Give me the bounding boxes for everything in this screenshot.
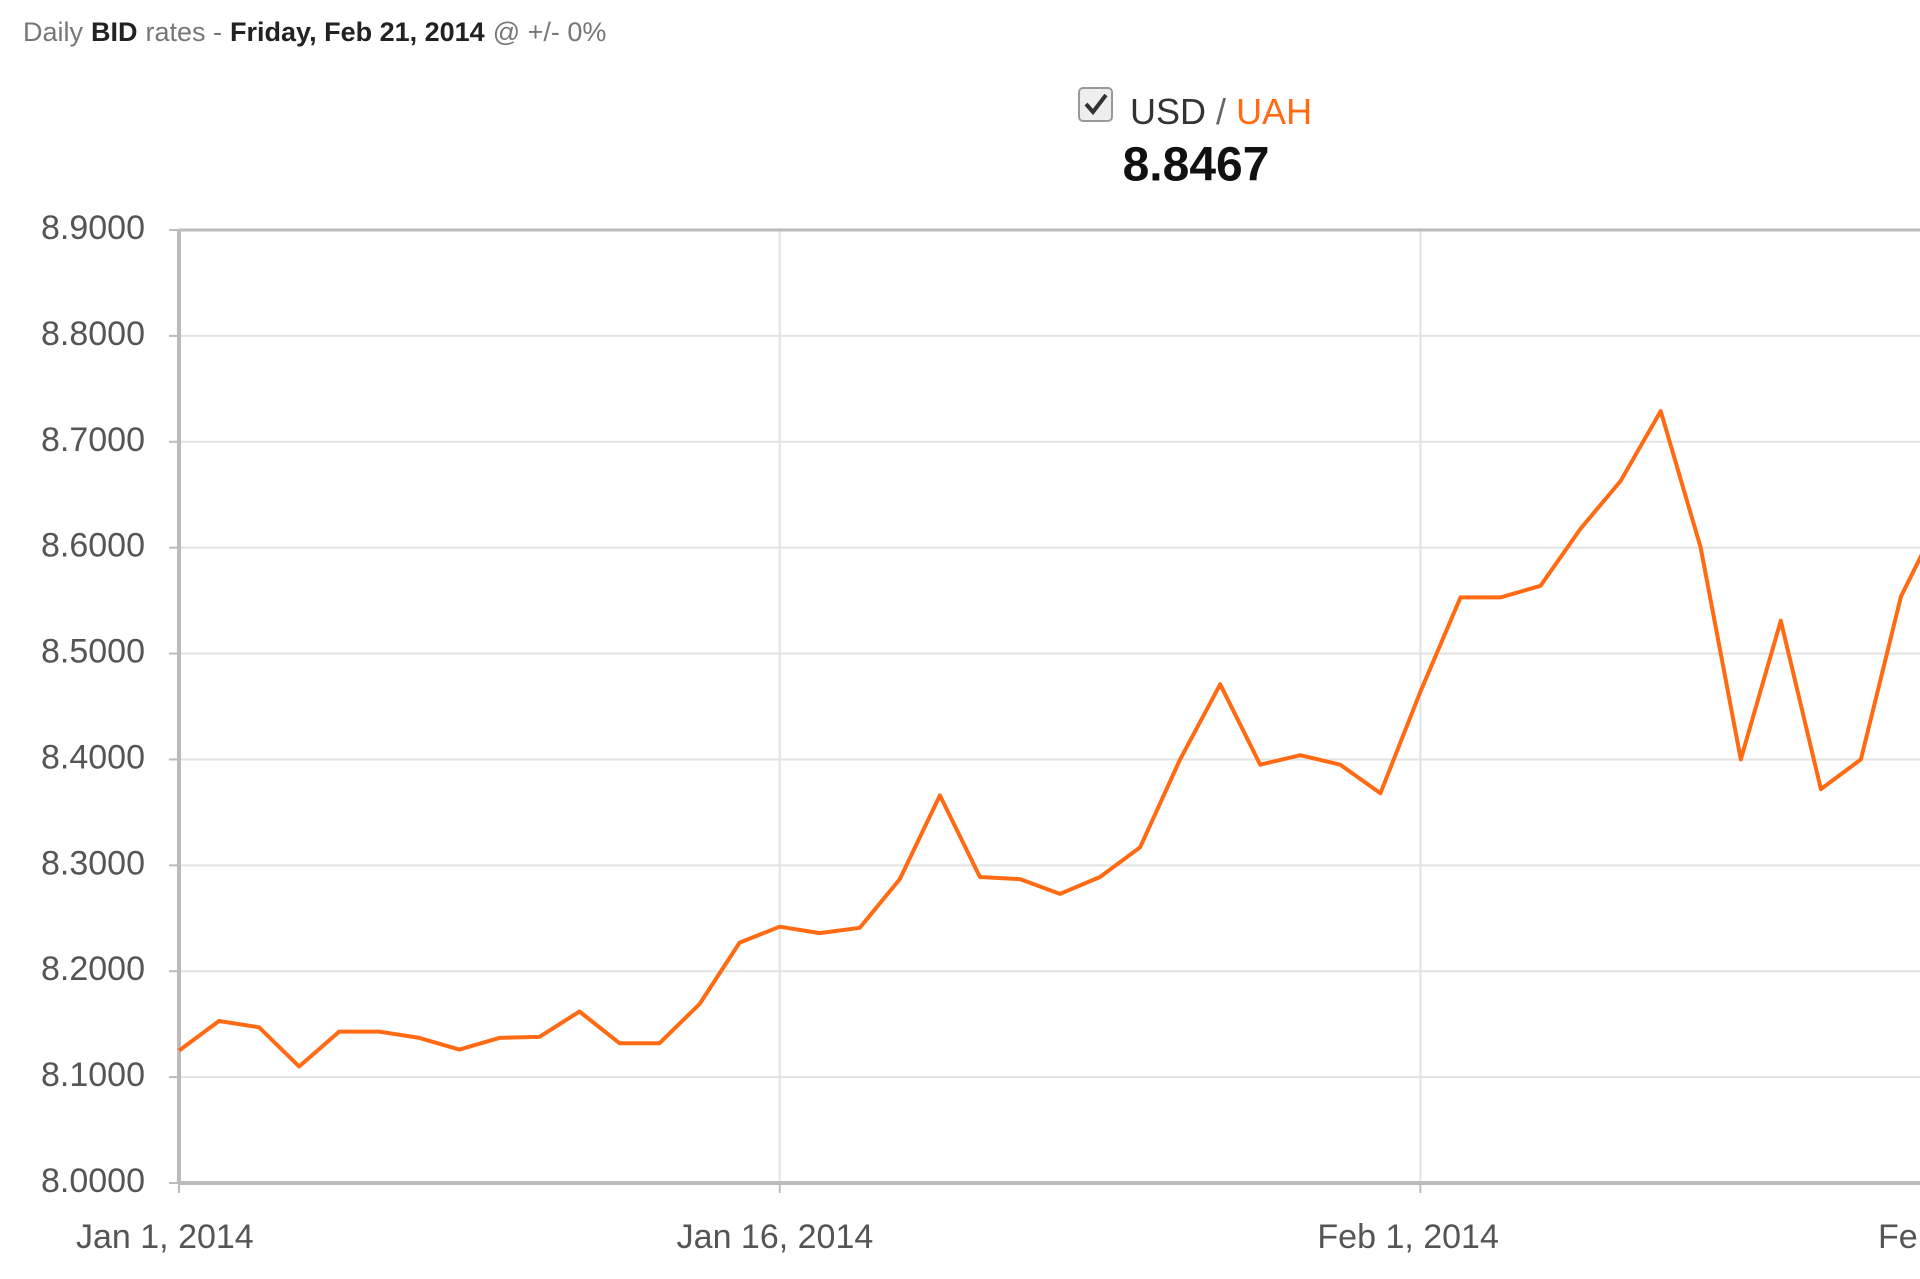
title-part: Daily	[23, 17, 84, 47]
title-part: rates -	[146, 17, 223, 47]
y-tick-label: 8.5000	[41, 633, 145, 671]
legend-checkbox[interactable]	[1078, 87, 1113, 122]
legend-base: USD	[1130, 91, 1206, 132]
legend: USD / UAH 8.8467	[1078, 87, 1312, 192]
data-line	[177, 409, 1920, 1069]
legend-quote: UAH	[1236, 91, 1312, 132]
y-tick-label: 8.6000	[41, 527, 145, 565]
last-value: 8.8467	[1123, 139, 1270, 192]
x-tick-label: Feb	[1878, 1218, 1920, 1256]
y-tick-label: 8.2000	[41, 950, 145, 988]
y-tick-label: 8.9000	[41, 209, 145, 247]
x-tick-label: Jan 1, 2014	[76, 1218, 254, 1256]
y-tick-label: 8.8000	[41, 315, 145, 353]
chart-title: Daily BID rates - Friday, Feb 21, 2014 @ +/-…	[23, 17, 606, 47]
y-tick-label: 8.3000	[41, 844, 145, 882]
check-icon	[1084, 93, 1108, 116]
legend-separator: /	[1216, 91, 1226, 132]
grid	[178, 229, 1920, 1184]
y-tick-label: 8.7000	[41, 421, 145, 459]
x-tick-label: Jan 16, 2014	[677, 1218, 874, 1256]
title-part: Friday, Feb 21, 2014	[230, 17, 485, 47]
y-tick-label: 8.1000	[41, 1056, 145, 1094]
legend-label: USD / UAH	[1130, 91, 1312, 132]
y-tick-label: 8.0000	[41, 1162, 145, 1200]
x-tick-label: Feb 1, 2014	[1317, 1218, 1498, 1256]
y-tick-label: 8.4000	[41, 738, 145, 776]
title-part: BID	[91, 17, 138, 47]
title-part: @ +/- 0%	[493, 17, 607, 47]
